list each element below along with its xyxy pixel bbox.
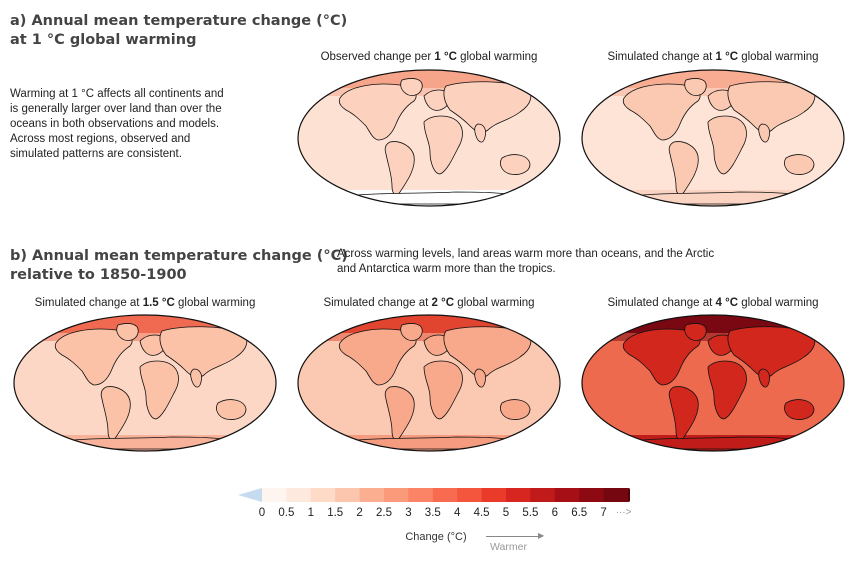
- colorbar-bin: [481, 488, 507, 502]
- colorbar-bin: [603, 488, 629, 502]
- africa-landmass: [707, 115, 747, 175]
- colorbar-bin: [408, 488, 434, 502]
- section-a-description: Warming at 1 °C affects all continents a…: [10, 88, 224, 160]
- colorbar-tick-labels: 0 0.5 1 1.5 2 2.5 3 3.5 4 4.5 5 5.5 6 6.5 7 ···>: [236, 507, 636, 523]
- map-outline: [581, 69, 845, 207]
- colorbar-negative-triangle: [238, 488, 262, 502]
- colorbar: [238, 488, 630, 502]
- map-observed-1c: [297, 69, 561, 207]
- warmer-arrow-line: [486, 536, 542, 537]
- map-title-1p5c: Simulated change at 1.5 °C global warmin…: [34, 297, 256, 309]
- australia-landmass: [500, 399, 531, 420]
- north-america-landmass: [338, 328, 417, 386]
- colorbar-title: Change (°C): [405, 531, 467, 543]
- colorbar-tick-label: 5: [502, 507, 510, 519]
- section-b-title: b) Annual mean temperature change (°C) r…: [10, 248, 348, 283]
- australia-landmass: [216, 399, 247, 420]
- colorbar-bin: [310, 488, 336, 502]
- india-landmass: [474, 123, 486, 143]
- north-america-landmass: [54, 328, 133, 386]
- colorbar-tick-label: 4.5: [473, 507, 490, 519]
- africa-landmass: [707, 360, 747, 420]
- colorbar-tick-label: 6.5: [571, 507, 588, 519]
- map-simulated-1c: [581, 69, 845, 207]
- colorbar-tick-label: 4: [453, 507, 461, 519]
- colorbar-overflow-triangle: [628, 488, 630, 502]
- greenland-landmass: [684, 78, 707, 96]
- colorbar-tick-label: 0: [258, 507, 266, 519]
- map-title-simulated-1c: Simulated change at 1 °C global warming: [607, 51, 819, 63]
- colorbar-tick-label: 3.5: [424, 507, 441, 519]
- colorbar-tick-label: 2.5: [376, 507, 392, 519]
- greenland-landmass: [684, 323, 707, 341]
- india-landmass: [758, 368, 770, 388]
- colorbar-bin: [286, 488, 312, 502]
- map-title-observed-1c: Observed change per 1 °C global warming: [320, 51, 538, 63]
- warmer-arrow-icon: ▶: [538, 531, 545, 540]
- colorbar-bin: [359, 488, 385, 502]
- colorbar-tick-label: 0.5: [278, 507, 295, 519]
- africa-landmass: [423, 115, 463, 175]
- colorbar-bin: [262, 488, 287, 502]
- north-america-landmass: [622, 83, 701, 141]
- australia-landmass: [784, 399, 815, 420]
- map-title-2c: Simulated change at 2 °C global warming: [323, 297, 535, 309]
- colorbar-bin: [335, 488, 360, 502]
- australia-landmass: [500, 154, 531, 175]
- map-outline: [297, 314, 561, 452]
- warmer-label: Warmer: [490, 541, 527, 553]
- map-2c: [297, 314, 561, 452]
- section-b-description: Across warming levels, land areas warm m…: [337, 248, 715, 275]
- africa-landmass: [139, 360, 179, 420]
- colorbar-bin: [579, 488, 604, 502]
- map-outline: [13, 314, 277, 452]
- greenland-landmass: [400, 78, 423, 96]
- greenland-landmass: [116, 323, 139, 341]
- map-outline: [297, 69, 561, 207]
- colorbar-tick-label: 7: [600, 507, 607, 519]
- greenland-landmass: [400, 323, 423, 341]
- map-4c: [581, 314, 845, 452]
- australia-landmass: [784, 154, 815, 175]
- colorbar-tick-label: 3: [405, 507, 412, 519]
- arctic-band: [298, 315, 560, 333]
- colorbar-bin: [506, 488, 531, 502]
- colorbar-tick-label: 2: [356, 507, 363, 519]
- map-title-4c: Simulated change at 4 °C global warming: [607, 297, 819, 309]
- india-landmass: [474, 368, 486, 388]
- arctic-band: [582, 70, 844, 88]
- colorbar-tick-label: 5.5: [522, 507, 539, 519]
- india-landmass: [758, 123, 770, 143]
- map-1p5c: [13, 314, 277, 452]
- colorbar-tick-label: 1.5: [327, 507, 344, 519]
- section-a-title: a) Annual mean temperature change (°C) a…: [10, 13, 348, 48]
- africa-landmass: [423, 360, 463, 420]
- colorbar-more-arrow-icon: ···>: [615, 507, 632, 518]
- arctic-band: [298, 70, 560, 88]
- north-america-landmass: [622, 328, 701, 386]
- india-landmass: [190, 368, 202, 388]
- arctic-band: [582, 315, 844, 333]
- colorbar-tick-label: 1: [307, 507, 314, 519]
- colorbar-bin: [554, 488, 580, 502]
- map-outline: [581, 314, 845, 452]
- arctic-band: [14, 315, 276, 333]
- colorbar-tick-label: 6: [551, 507, 558, 519]
- colorbar-bin: [530, 488, 556, 502]
- colorbar-bin: [384, 488, 409, 502]
- north-america-landmass: [338, 83, 417, 141]
- colorbar-bin: [457, 488, 482, 502]
- colorbar-bin: [432, 488, 458, 502]
